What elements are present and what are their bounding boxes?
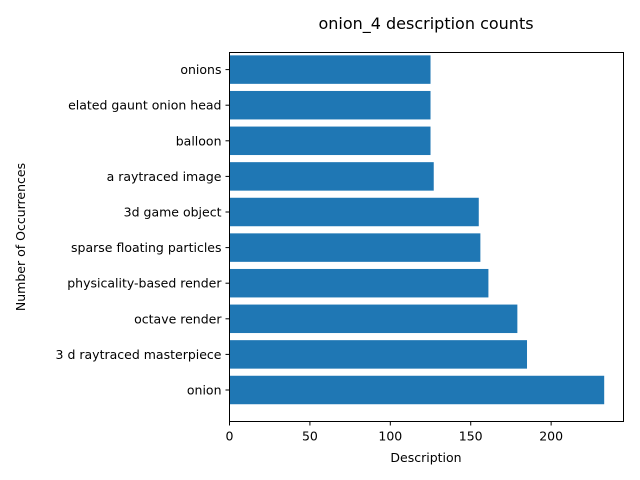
y-tick-label-7: balloon [176, 133, 222, 148]
x-tick-label-1: 50 [302, 429, 318, 444]
bar-9 [229, 55, 431, 84]
y-axis-ticks: onion 3 d raytraced masterpiece octave ren… [56, 62, 230, 398]
bar-1 [229, 340, 528, 369]
bar-5 [229, 197, 479, 227]
bar-2 [229, 304, 518, 334]
bar-6 [229, 162, 434, 191]
y-tick-label-2: octave render [134, 311, 222, 326]
y-axis-label: Number of Occurrences [13, 163, 28, 311]
bar-4 [229, 233, 481, 262]
bar-7 [229, 126, 431, 156]
y-tick-label-1: 3 d raytraced masterpiece [56, 347, 222, 362]
bar-8 [229, 90, 431, 120]
y-tick-label-5: 3d game object [124, 205, 222, 220]
y-tick-label-6: a raytraced image [107, 169, 222, 184]
plot-frame [229, 52, 624, 422]
y-tick-label-9: onions [180, 62, 221, 77]
x-axis-ticks: 0 50 100 150 200 [226, 421, 563, 444]
y-tick-label-0: onion [187, 383, 222, 398]
y-tick-label-4: sparse floating particles [71, 240, 221, 255]
x-tick-label-4: 200 [539, 429, 563, 444]
x-tick-label-3: 150 [459, 429, 483, 444]
chart-title: onion_4 description counts [318, 14, 533, 34]
x-axis-label: Description [390, 450, 461, 465]
x-tick-label-2: 100 [378, 429, 402, 444]
bars-group [229, 55, 605, 405]
y-tick-label-8: elated gaunt onion head [68, 98, 221, 113]
y-tick-label-3: physicality-based render [67, 276, 222, 291]
x-tick-label-0: 0 [226, 429, 234, 444]
bar-0 [229, 375, 605, 405]
bar-3 [229, 268, 489, 298]
